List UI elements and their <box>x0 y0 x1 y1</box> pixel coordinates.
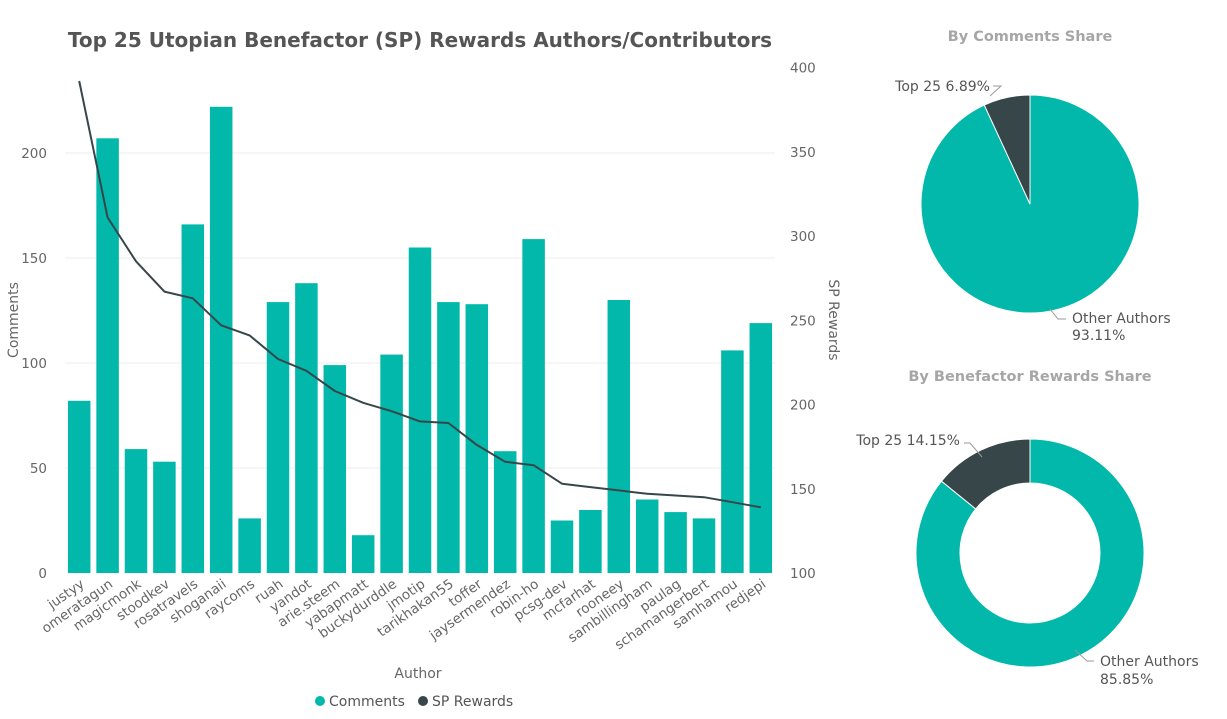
donut-label-other: Other Authors <box>1100 654 1199 670</box>
bar-paulag <box>664 512 687 573</box>
combo-chart: Top 25 Utopian Benefactor (SP) Rewards A… <box>6 28 841 710</box>
y2-axis-label: SP Rewards <box>825 279 841 360</box>
donut-label-top25: Top 25 14.15% <box>855 433 960 449</box>
bar-buckydurddle <box>380 354 403 573</box>
bar-yandot <box>295 283 318 573</box>
legend-label-sp-rewards: SP Rewards <box>432 694 513 710</box>
legend: Comments SP Rewards <box>315 694 513 710</box>
bar-raycoms <box>238 518 261 573</box>
pie-label-other-pct: 93.11% <box>1072 328 1125 344</box>
bar-sambillingham <box>635 499 659 573</box>
legend-label-comments: Comments <box>329 694 405 710</box>
bar-rosatravels <box>181 224 205 573</box>
left-tick-label: 50 <box>30 461 47 477</box>
sp-rewards-line <box>78 80 761 509</box>
legend-marker-sp-rewards <box>418 696 428 706</box>
left-axis-ticks: 0 50 100 150 200 <box>21 146 47 582</box>
left-tick-label: 150 <box>21 251 47 267</box>
chart-title: Top 25 Utopian Benefactor (SP) Rewards A… <box>68 28 772 52</box>
slice-other-authors <box>915 438 1145 668</box>
donut-label-other-pct: 85.85% <box>1100 672 1153 688</box>
bar-mcfarhat <box>579 510 602 573</box>
right-axis-ticks: 100 150 200 250 300 350 400 <box>790 61 816 583</box>
pie-title: By Comments Share <box>948 29 1113 45</box>
bar-schamangerbert <box>692 518 716 573</box>
donut-slices <box>915 438 1145 668</box>
category-labels: justyyomeratagunmagicmonkstoodkevrosatra… <box>39 576 769 653</box>
bar-toffer <box>465 304 489 573</box>
pie-label-top25: Top 25 6.89% <box>894 79 990 95</box>
comments-share-pie: By Comments Share Top 25 6.89% Other Aut… <box>894 29 1170 344</box>
right-tick-label: 100 <box>790 566 816 582</box>
donut-title: By Benefactor Rewards Share <box>908 369 1151 385</box>
comments-bars <box>67 106 773 574</box>
right-tick-label: 250 <box>790 313 816 329</box>
pie-leader-top25 <box>989 85 1003 97</box>
slice-top-25 <box>940 438 1031 510</box>
legend-marker-comments <box>315 696 325 706</box>
bar-tarikhakan55 <box>437 302 460 573</box>
bar-omeratagun <box>96 138 119 574</box>
slice-top-25 <box>983 94 1031 205</box>
right-tick-label: 400 <box>790 61 816 77</box>
right-tick-label: 300 <box>790 229 816 245</box>
right-tick-label: 200 <box>790 398 816 414</box>
left-tick-label: 0 <box>38 566 47 582</box>
right-tick-label: 350 <box>790 145 816 161</box>
bar-samhamou <box>721 350 744 573</box>
bar-jaysermendez <box>493 451 517 573</box>
pie-leader-other <box>1049 308 1066 320</box>
bar-stoodkev <box>153 461 176 573</box>
donut-leader-top25 <box>964 442 983 458</box>
sp-rewards-series-line <box>78 80 761 509</box>
bar-pcsg-dev <box>550 520 574 573</box>
y-axis-label: Comments <box>6 282 22 358</box>
bar-ruah <box>266 302 290 573</box>
bar-rooneey <box>607 300 631 573</box>
bar-shoganaii <box>209 106 233 574</box>
left-tick-label: 200 <box>21 146 47 162</box>
bar-redjepi <box>749 323 773 573</box>
pie-label-other: Other Authors <box>1072 311 1171 327</box>
bar-justyy <box>67 400 91 573</box>
bar-jmotip <box>408 247 432 573</box>
bar-robin-ho <box>522 239 545 573</box>
pie-slices <box>920 94 1140 314</box>
rewards-share-donut: By Benefactor Rewards Share Top 25 14.15… <box>855 369 1198 688</box>
bar-arie.steem <box>323 365 347 573</box>
x-axis-label: Author <box>394 666 441 682</box>
bar-magicmonk <box>124 449 148 573</box>
right-tick-label: 150 <box>790 482 816 498</box>
donut-leader-other <box>1074 649 1094 662</box>
bar-yabapmatt <box>351 535 375 573</box>
left-tick-label: 100 <box>21 356 47 372</box>
